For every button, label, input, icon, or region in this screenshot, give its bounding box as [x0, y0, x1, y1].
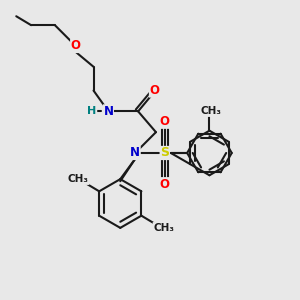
Text: O: O — [149, 84, 160, 97]
Text: H: H — [87, 106, 97, 116]
Text: CH₃: CH₃ — [200, 106, 221, 116]
Text: S: S — [160, 146, 169, 160]
Text: CH₃: CH₃ — [153, 223, 174, 232]
Text: N: N — [103, 105, 113, 118]
Text: CH₃: CH₃ — [68, 174, 89, 184]
Text: O: O — [71, 40, 81, 52]
Text: O: O — [160, 178, 170, 191]
Text: O: O — [160, 115, 170, 128]
Text: N: N — [130, 146, 140, 160]
